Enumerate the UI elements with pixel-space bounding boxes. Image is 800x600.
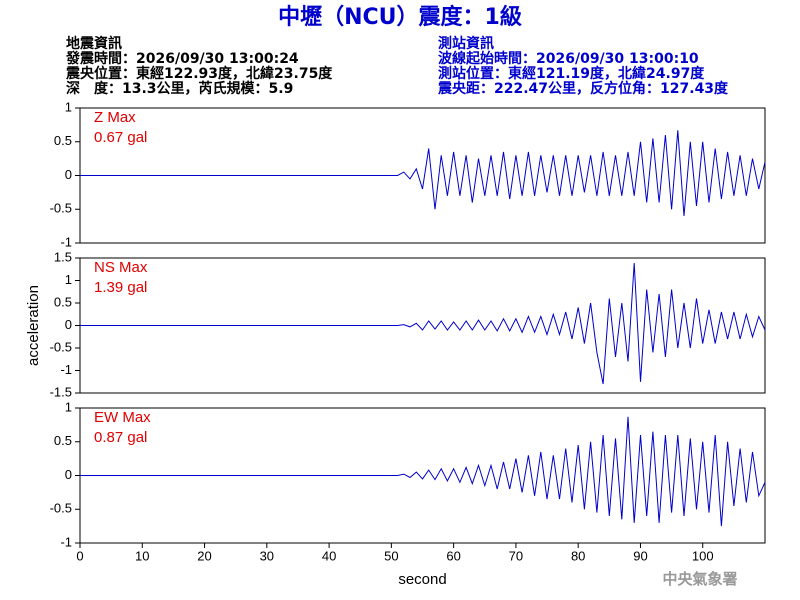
x-axis-label: second	[398, 571, 446, 588]
y-tick-label: 1	[65, 99, 72, 114]
y-tick-label: -1	[60, 234, 72, 249]
y-tick-label: 1.5	[54, 249, 72, 264]
x-tick-label: 10	[135, 548, 149, 563]
y-tick-label: -0.5	[50, 201, 72, 216]
y-axis-label: acceleration	[25, 285, 42, 366]
annotation: 0.67 gal	[94, 129, 147, 146]
y-tick-label: -0.5	[50, 339, 72, 354]
annotation: NS Max	[94, 259, 148, 276]
annotation: Z Max	[94, 109, 136, 126]
x-tick-label: 60	[446, 548, 460, 563]
x-tick-label: 0	[76, 548, 83, 563]
y-tick-label: 0.5	[54, 294, 72, 309]
x-tick-label: 20	[197, 548, 211, 563]
y-tick-label: 1	[65, 272, 72, 287]
y-tick-label: -1	[60, 534, 72, 549]
event-info: 震央位置：東經122.93度，北緯23.75度	[65, 65, 333, 82]
y-tick-label: -1.5	[50, 384, 72, 399]
y-tick-label: 0.5	[54, 133, 72, 148]
footer: 中央氣象署	[662, 570, 737, 588]
station-info: 波線起始時間：2026/09/30 13:00:10	[438, 50, 699, 67]
y-tick-label: 0	[65, 317, 72, 332]
x-tick-label: 90	[633, 548, 647, 563]
y-tick-label: 0	[65, 167, 72, 182]
waveform	[80, 130, 766, 217]
x-tick-label: 80	[571, 548, 585, 563]
y-tick-label: -1	[60, 362, 72, 377]
y-tick-label: -0.5	[50, 501, 72, 516]
waveform	[80, 262, 766, 385]
station-info: 震央距：222.47公里，反方位角：127.43度	[437, 80, 729, 97]
station-info: 測站位置：東經121.19度，北緯24.97度	[438, 65, 705, 82]
x-tick-label: 100	[692, 548, 714, 563]
x-tick-label: 70	[509, 548, 523, 563]
x-tick-label: 30	[260, 548, 274, 563]
annotation: 0.87 gal	[94, 429, 147, 446]
y-tick-label: 1	[65, 399, 72, 414]
annotation: EW Max	[94, 409, 151, 426]
event-info: 發震時間：2026/09/30 13:00:24	[65, 50, 299, 67]
x-tick-label: 40	[322, 548, 336, 563]
y-tick-label: 0.5	[54, 433, 72, 448]
station-info: 測站資訊	[438, 35, 494, 52]
title: 中壢（NCU）震度：1級	[278, 4, 522, 30]
annotation: 1.39 gal	[94, 279, 147, 296]
event-info: 深 度：13.3公里，芮氏規模：5.9	[66, 80, 293, 97]
y-tick-label: 0	[65, 467, 72, 482]
event-info: 地震資訊	[66, 35, 122, 52]
waveform	[80, 416, 766, 527]
x-tick-label: 50	[384, 548, 398, 563]
